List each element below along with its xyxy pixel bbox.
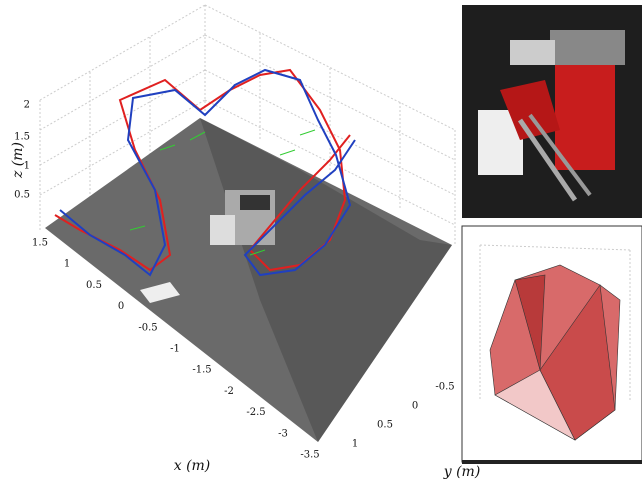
z-tick-label: 2 [24,100,30,111]
x-tick-label: -0.5 [138,322,157,333]
robot [210,190,275,245]
y-tick-label: -0.5 [435,382,454,393]
x-tick-label: -3.5 [300,450,319,461]
y-tick-label: 0.5 [377,420,393,431]
z-tick-label: 1.5 [14,132,30,143]
z-tick-label: 1 [24,161,30,172]
x-tick-label: -3 [278,428,288,439]
x-axis-label: x (m) [174,458,211,474]
x-tick-label: 1.5 [32,238,48,249]
trajectory-blue [59,68,356,277]
x-tick-label: -1.5 [192,365,211,376]
z-axis-label: z (m) [10,142,26,179]
floor-marker [140,282,180,303]
x-tick-label: 0 [118,301,124,312]
motion-arrows [129,129,316,256]
x-tick-label: 1 [64,259,70,270]
x-tick-label: -2 [224,386,234,397]
y-tick-label: 0 [412,401,418,412]
y-axis-label: y (m) [443,464,481,480]
axes-box [39,4,456,245]
x-tick-label: 0.5 [86,280,102,291]
z-tick-label: 0.5 [14,190,30,201]
x-tick-label: -1 [170,344,180,355]
mesh-plot [461,225,642,464]
trajectory-red [54,68,351,272]
y-tick-label: 1 [352,439,358,450]
x-tick-label: -2.5 [246,407,265,418]
robot-photo [462,5,642,218]
